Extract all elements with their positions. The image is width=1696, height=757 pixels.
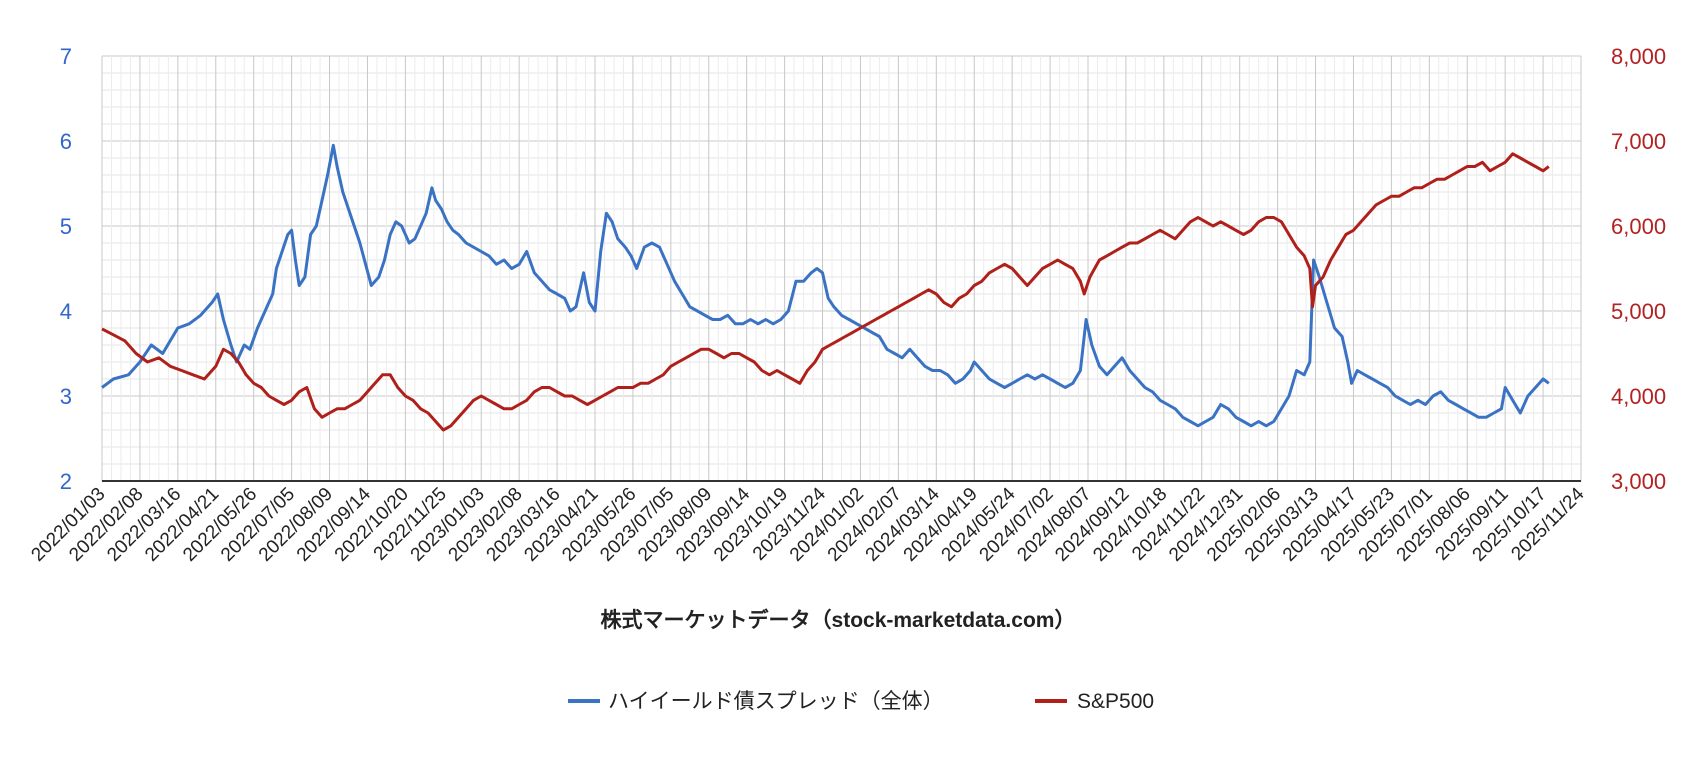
left-axis-tick-label: 5 <box>60 214 72 239</box>
sp500-line <box>101 152 1550 432</box>
left-axis-tick-label: 4 <box>60 299 72 324</box>
left-axis-tick-label: 3 <box>60 384 72 409</box>
legend: ハイイールド債スプレッド（全体） S&P500 <box>568 690 1154 713</box>
right-axis-tick-label: 8,000 <box>1611 44 1666 69</box>
right-axis-tick-label: 3,000 <box>1611 469 1666 494</box>
series-lines <box>101 143 1550 432</box>
legend-label: ハイイールド債スプレッド（全体） <box>608 690 944 713</box>
left-axis-tick-label: 2 <box>60 469 72 494</box>
x-axis-title: 株式マーケットデータ（stock-marketdata.com） <box>601 608 1076 632</box>
legend-label: S&P500 <box>1077 690 1154 713</box>
grid <box>101 55 1582 481</box>
right-axis-tick-label: 7,000 <box>1611 129 1666 154</box>
right-axis-tick-label: 5,000 <box>1611 299 1666 324</box>
high-yield-spread-line <box>101 143 1550 428</box>
right-axis-tick-label: 4,000 <box>1611 384 1666 409</box>
left-axis-tick-label: 6 <box>60 129 72 154</box>
right-axis-tick-label: 6,000 <box>1611 214 1666 239</box>
left-axis-tick-label: 7 <box>60 44 72 69</box>
